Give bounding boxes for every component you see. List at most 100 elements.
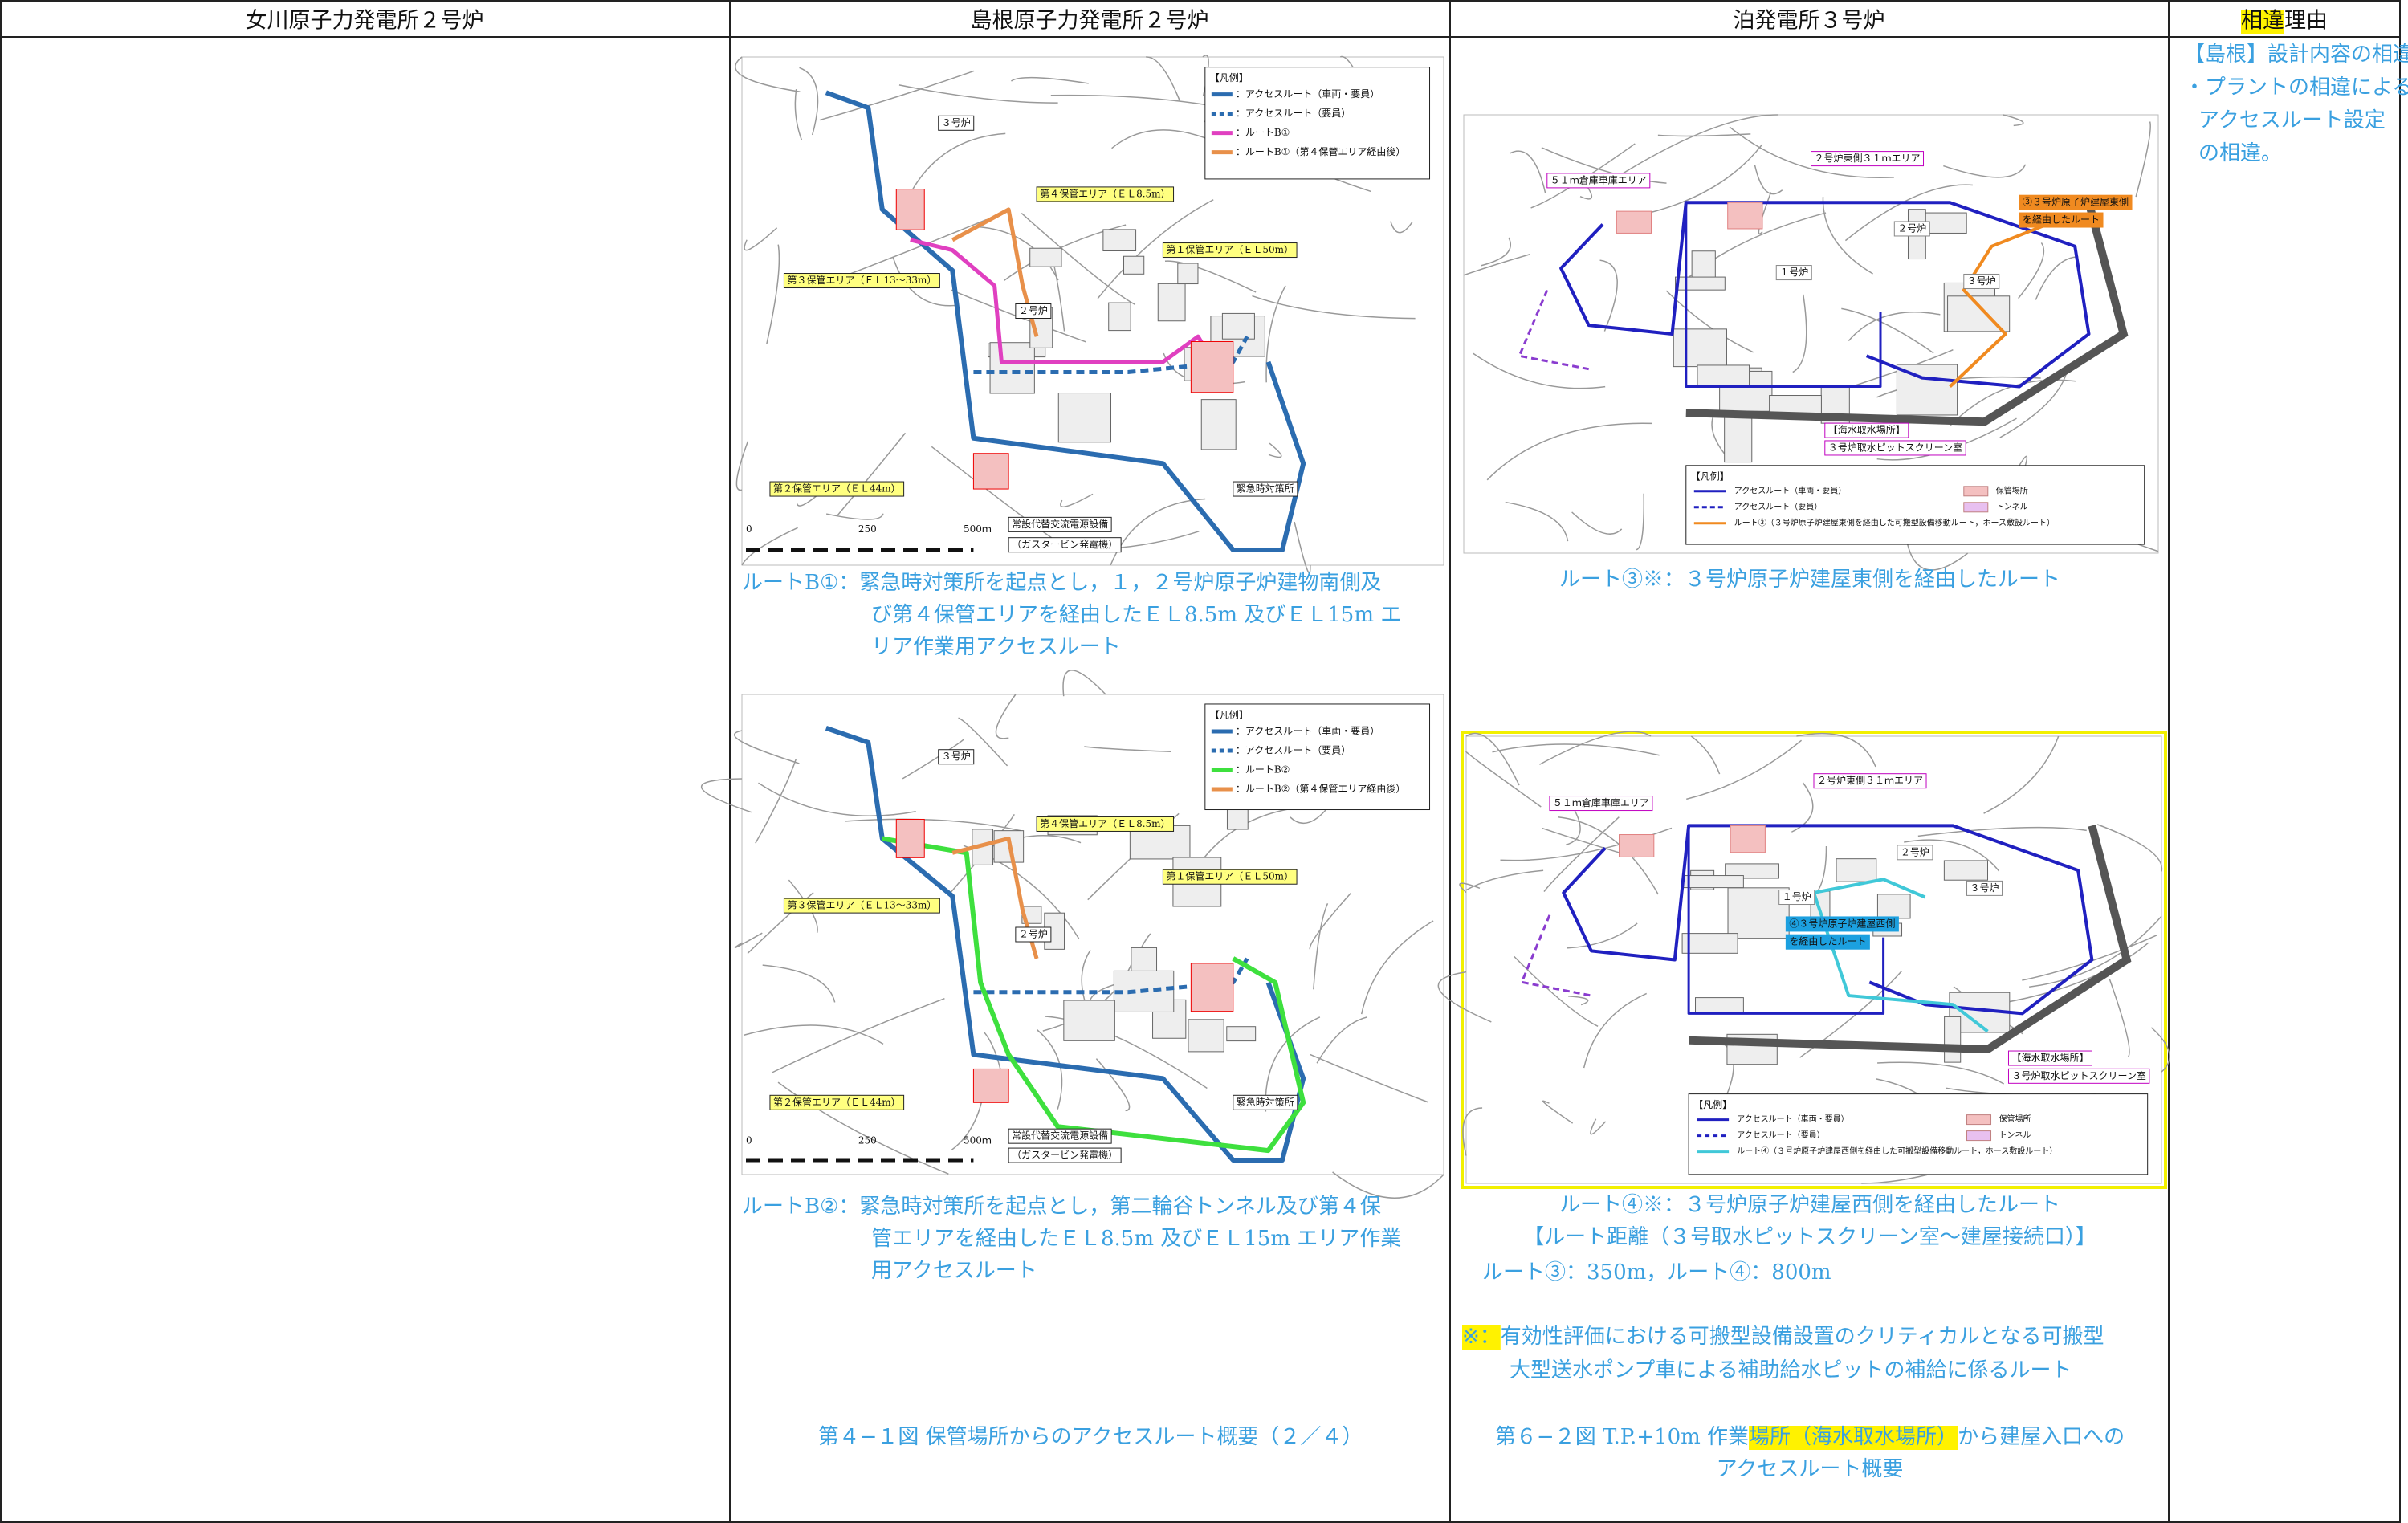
label-box [1015, 926, 1052, 943]
contour [1841, 307, 1934, 354]
legend-swatch [1966, 1114, 1992, 1126]
legend-label: ：アクセスルート（要員） [1236, 108, 1351, 119]
legend-label: トンネル [1996, 502, 2028, 511]
contour [2135, 121, 2151, 198]
sea-wall [1685, 201, 2129, 426]
label-box [1008, 1147, 1122, 1163]
building [1681, 933, 1738, 954]
label-box [1015, 303, 1052, 319]
label-box [1897, 845, 1933, 861]
caption-line: び第４保管エリアを経由したＥＬ8.5m 及びＥＬ15m エ [871, 603, 1401, 627]
label-box [1546, 173, 1651, 189]
contour [2109, 979, 2130, 1057]
contour [2150, 1027, 2170, 1073]
storage-area [1619, 834, 1655, 857]
caption-line: ルートB②：緊急時対策所を起点とし，第二輪谷トンネル及び第４保 [742, 1195, 1381, 1219]
label-box [2019, 194, 2133, 210]
label-box [1162, 242, 1298, 259]
storage-area [895, 189, 925, 230]
legend-label: ：アクセスルート（車両・要員） [1236, 725, 1379, 736]
contour [1252, 295, 1416, 320]
map-label: １号炉 [1779, 267, 1808, 278]
contour [1316, 1016, 1367, 1064]
contour [1111, 129, 1217, 149]
building [1876, 894, 1911, 919]
storage-area [1730, 825, 1766, 853]
contour [1567, 922, 1638, 949]
storage-area [1727, 202, 1763, 230]
legend-swatch [1963, 486, 1989, 497]
building [1836, 858, 1877, 882]
route [1520, 914, 1592, 997]
map: ５１ｍ倉庫車庫エリア ２号炉東側３１ｍエリア １号炉 ２号炉 ３号炉 ③３号炉原子炉建屋東… [1463, 114, 2159, 571]
contour [1943, 164, 2027, 178]
contour [1473, 352, 1606, 389]
contour [819, 70, 975, 121]
legend-label: 保管場所 [1999, 1114, 2031, 1124]
caption-line: 【島根】設計内容の相違 [2184, 43, 2408, 67]
scale-label: 0 [746, 523, 752, 535]
contour [1045, 1016, 1208, 1089]
contour [1614, 114, 1778, 180]
label-box [1824, 440, 1966, 456]
contour [1539, 731, 1652, 765]
label-box [1549, 796, 1653, 812]
legend-label: アクセスルート（要員） [1734, 502, 1823, 511]
text-run: から建屋入口への [1958, 1425, 2125, 1449]
label-box [1008, 1128, 1112, 1144]
map-label: （ガスタービン発電機） [1012, 1149, 1118, 1161]
contour [958, 717, 1008, 767]
contour [1822, 197, 1873, 275]
building [1724, 413, 1753, 463]
contour [931, 446, 1058, 543]
legend-box [1688, 1093, 2149, 1175]
label-box [1008, 537, 1122, 553]
building [1063, 1000, 1115, 1041]
caption-line: 大型送水ポンプ車による補助給水ピットの補給に係るルート [1510, 1358, 2072, 1383]
map-label: 第３保管エリア（ＥＬ13〜33m） [787, 899, 936, 911]
map-label: ５１ｍ倉庫車庫エリア [1550, 173, 1647, 185]
contour [1164, 260, 1257, 293]
legend-label: アクセスルート（車両・要員） [1737, 1114, 1849, 1124]
contour [799, 67, 819, 136]
building [1057, 393, 1112, 443]
scale-label: 500ｍ [964, 523, 992, 535]
label-box [1233, 481, 1298, 497]
building [1695, 997, 1744, 1015]
caption-line: アクセスルート概要 [1717, 1457, 1904, 1481]
scale-label: 0 [746, 1135, 752, 1146]
map-label: 緊急時対策所 [1237, 483, 1294, 495]
building [1029, 247, 1062, 267]
building [1102, 229, 1137, 251]
label-box [1036, 186, 1175, 202]
text-run: 理由 [2284, 9, 2328, 34]
building [1673, 328, 1727, 368]
contour [794, 89, 803, 140]
map-label: 第２保管エリア（ＥＬ44m） [773, 483, 901, 495]
scale-label: 250 [858, 1135, 877, 1146]
map-label: ３号炉 [1967, 275, 1996, 287]
label-box [1036, 816, 1175, 832]
contour [1062, 670, 1106, 697]
legend-label: ：アクセスルート（車両・要員） [1236, 88, 1379, 100]
building [1200, 399, 1237, 450]
contour [700, 778, 752, 813]
caption-line: の相違。 [2198, 141, 2282, 165]
map-label: （ガスタービン発電機） [1012, 538, 1118, 550]
label-box [783, 898, 940, 914]
legend-title: 【凡例】 [1210, 709, 1249, 720]
map-label: ③３号炉原子炉建屋東側 [2023, 197, 2129, 208]
contour [744, 227, 778, 251]
caption-line: 【ルート距離（３号取水ピットスクリーン室〜建屋接続口）】 [1523, 1225, 2096, 1249]
route [1562, 824, 2094, 1016]
building [1697, 364, 1750, 387]
contour [995, 694, 1017, 739]
label-box [1785, 934, 1870, 950]
label-box [769, 1094, 905, 1110]
legend-title: 【凡例】 [1691, 470, 1730, 482]
route [1518, 289, 1589, 371]
legend-swatch [1966, 1130, 1992, 1142]
legend-label: ：ルートB②（第４保管エリア経由後） [1236, 782, 1406, 794]
contour [1917, 826, 2087, 837]
